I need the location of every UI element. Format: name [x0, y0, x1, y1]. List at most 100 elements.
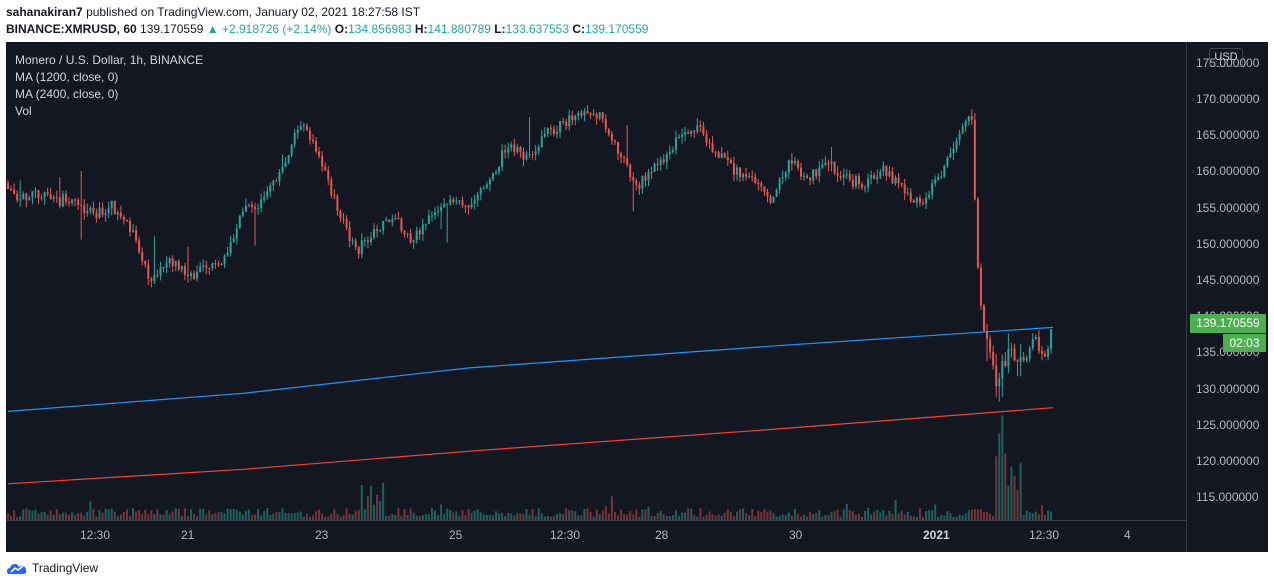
volume-bar	[165, 509, 168, 520]
candle-body	[1007, 349, 1010, 367]
volume-bar	[729, 511, 732, 520]
volume-bar	[516, 513, 519, 520]
volume-bar	[7, 513, 9, 520]
volume-bar	[144, 509, 147, 520]
volume-bar	[778, 515, 781, 520]
candle-body	[287, 155, 290, 163]
moving-averages-layer	[7, 326, 1054, 485]
candle-body	[543, 134, 546, 137]
candle-body	[964, 121, 967, 127]
volume-bar	[476, 509, 479, 520]
volume-bar	[403, 508, 406, 520]
volume-bar	[708, 511, 711, 520]
volume-bar	[964, 513, 967, 520]
candle-body	[1016, 360, 1019, 362]
volume-bar	[839, 516, 842, 520]
candle-body	[803, 175, 806, 177]
volume-bar	[257, 509, 260, 520]
volume-bar	[717, 514, 720, 520]
candle-body	[983, 305, 985, 331]
candle-body	[607, 129, 610, 135]
candle-body	[7, 183, 9, 190]
volume-bar	[302, 516, 305, 520]
volume-bar	[647, 506, 650, 520]
legend-ma2400[interactable]: MA (2400, close, 0)	[15, 87, 119, 101]
candle-body	[504, 150, 507, 153]
candle-body	[937, 177, 940, 180]
legend-title[interactable]: Monero / U.S. Dollar, 1h, BINANCE	[15, 53, 204, 67]
candle-body	[613, 140, 616, 143]
candle-body	[595, 114, 598, 119]
candle-body	[723, 153, 726, 158]
candle-body	[104, 213, 107, 215]
price-tick-label: 125.000000	[1196, 417, 1260, 432]
candle-body	[546, 128, 549, 135]
legend-ma1200[interactable]: MA (1200, close, 0)	[15, 70, 119, 84]
volume-bar	[861, 516, 863, 520]
volume-bar	[604, 505, 607, 520]
tradingview-logo-icon[interactable]	[6, 559, 28, 577]
volume-bar	[934, 504, 937, 520]
volume-bar	[205, 514, 208, 520]
candle-body	[400, 218, 403, 232]
volume-bar	[565, 508, 568, 520]
volume-bar	[269, 515, 272, 520]
candle-body	[918, 197, 921, 203]
candle-body	[434, 212, 436, 216]
volume-bar	[379, 500, 382, 520]
candle-body	[806, 175, 809, 178]
volume-bar	[800, 516, 802, 520]
candle-body	[138, 240, 141, 252]
publisher-username[interactable]: sahanakiran7	[6, 5, 83, 19]
candle-body	[296, 129, 299, 133]
candle-body	[208, 267, 211, 269]
candle-body	[269, 185, 272, 192]
volume-bar	[857, 513, 860, 520]
volume-bar	[190, 509, 192, 520]
price-chart[interactable]	[6, 42, 1186, 520]
volume-bar	[772, 512, 775, 520]
candle-body	[19, 199, 22, 201]
candle-body	[13, 189, 16, 194]
candle-body	[760, 183, 763, 187]
time-tick-label: 30	[789, 528, 803, 542]
candle-body	[330, 179, 333, 195]
candle-body	[559, 120, 562, 133]
candle-body	[293, 132, 296, 145]
volume-bar	[510, 513, 513, 520]
candle-body	[818, 167, 821, 177]
candle-body	[699, 125, 702, 127]
volume-bar	[156, 509, 159, 520]
candle-body	[241, 211, 244, 216]
volume-bar	[193, 513, 196, 520]
candle-body	[888, 171, 891, 176]
candle-body	[848, 174, 851, 180]
candle-body	[34, 190, 37, 192]
tradingview-brand[interactable]: TradingView	[32, 561, 99, 575]
candle-body	[821, 164, 824, 168]
volume-bar	[406, 514, 409, 520]
volume-bar	[275, 512, 278, 520]
candle-body	[43, 192, 46, 198]
volume-bar	[656, 512, 659, 520]
volume-bar	[1022, 515, 1025, 520]
chart-area[interactable]: Monero / U.S. Dollar, 1h, BINANCE MA (12…	[6, 42, 1268, 552]
candle-body	[214, 263, 217, 265]
currency-button[interactable]: USD	[1209, 48, 1243, 67]
publication-line: sahanakiran7 published on TradingView.co…	[6, 5, 420, 19]
candle-body	[583, 111, 586, 116]
low-label: L:	[494, 22, 506, 36]
legend-volume[interactable]: Vol	[15, 104, 32, 118]
candle-body	[958, 133, 961, 141]
candle-body	[25, 193, 28, 201]
candle-body	[58, 197, 61, 207]
candle-body	[116, 212, 119, 215]
volume-bar	[244, 511, 247, 520]
candle-body	[931, 183, 934, 195]
volume-bar	[19, 516, 22, 520]
volume-bar	[540, 513, 543, 520]
volume-bar	[967, 510, 970, 520]
candle-body	[729, 160, 732, 164]
volume-bar	[842, 509, 845, 520]
candle-body	[1013, 348, 1016, 361]
